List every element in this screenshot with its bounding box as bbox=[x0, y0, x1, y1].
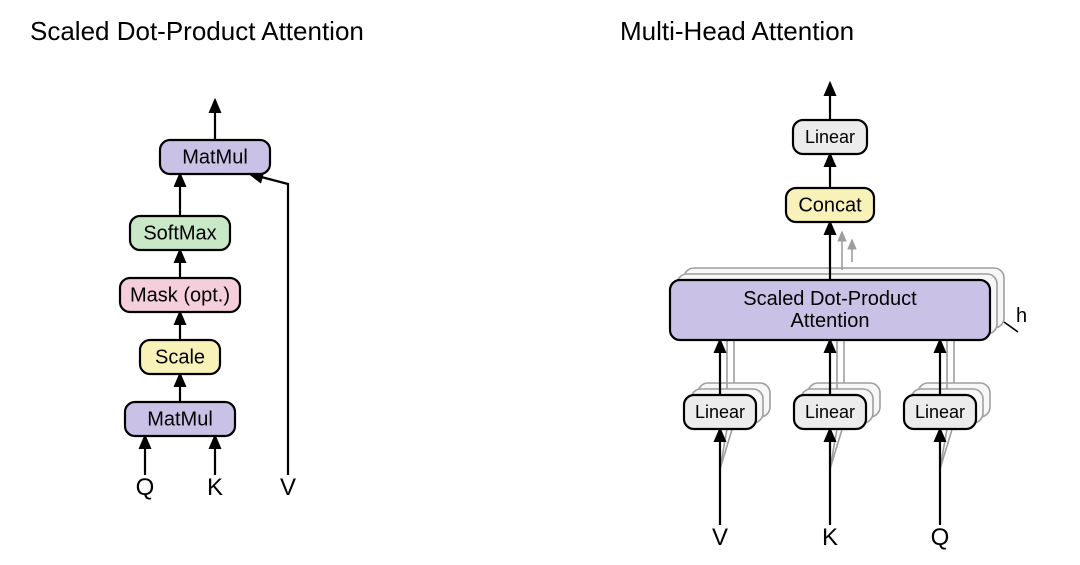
left-input-v: V bbox=[280, 474, 296, 501]
node-matmul2: MatMul bbox=[160, 140, 270, 174]
node-label-linQ: Linear bbox=[915, 402, 965, 422]
node-sdpa: Scaled Dot-ProductAttention bbox=[670, 280, 990, 340]
node-label-linK: Linear bbox=[805, 402, 855, 422]
node-label-linV: Linear bbox=[695, 402, 745, 422]
node-concat: Concat bbox=[786, 188, 874, 222]
node-linK: Linear bbox=[794, 395, 866, 429]
node-label-matmul1: MatMul bbox=[147, 408, 213, 430]
node-label-scale: Scale bbox=[155, 346, 205, 368]
left-arrow-6 bbox=[250, 174, 288, 475]
node-label-softmax: SoftMax bbox=[143, 222, 216, 244]
right-input-k: K bbox=[822, 524, 838, 551]
left-title: Scaled Dot-Product Attention bbox=[30, 16, 364, 46]
node-matmul1: MatMul bbox=[125, 402, 235, 436]
node-softmax: SoftMax bbox=[130, 216, 230, 250]
right-input-q: Q bbox=[931, 524, 950, 551]
h-label: h bbox=[1016, 305, 1027, 327]
node-linQ: Linear bbox=[904, 395, 976, 429]
node-linOut: Linear bbox=[793, 120, 867, 154]
attention-diagram: Scaled Dot-Product Attention MatMul Scale M… bbox=[0, 0, 1080, 565]
right-title: Multi-Head Attention bbox=[620, 16, 854, 46]
node-linV: Linear bbox=[684, 395, 756, 429]
right-input-v: V bbox=[712, 524, 728, 551]
node-label-mask: Mask (opt.) bbox=[130, 284, 230, 306]
node-mask: Mask (opt.) bbox=[120, 278, 240, 312]
node-label-linOut: Linear bbox=[805, 127, 855, 147]
node-scale: Scale bbox=[140, 340, 220, 374]
node-label-concat: Concat bbox=[798, 194, 862, 216]
left-input-q: Q bbox=[136, 474, 155, 501]
left-input-k: K bbox=[207, 474, 223, 501]
node-label-matmul2: MatMul bbox=[182, 146, 248, 168]
